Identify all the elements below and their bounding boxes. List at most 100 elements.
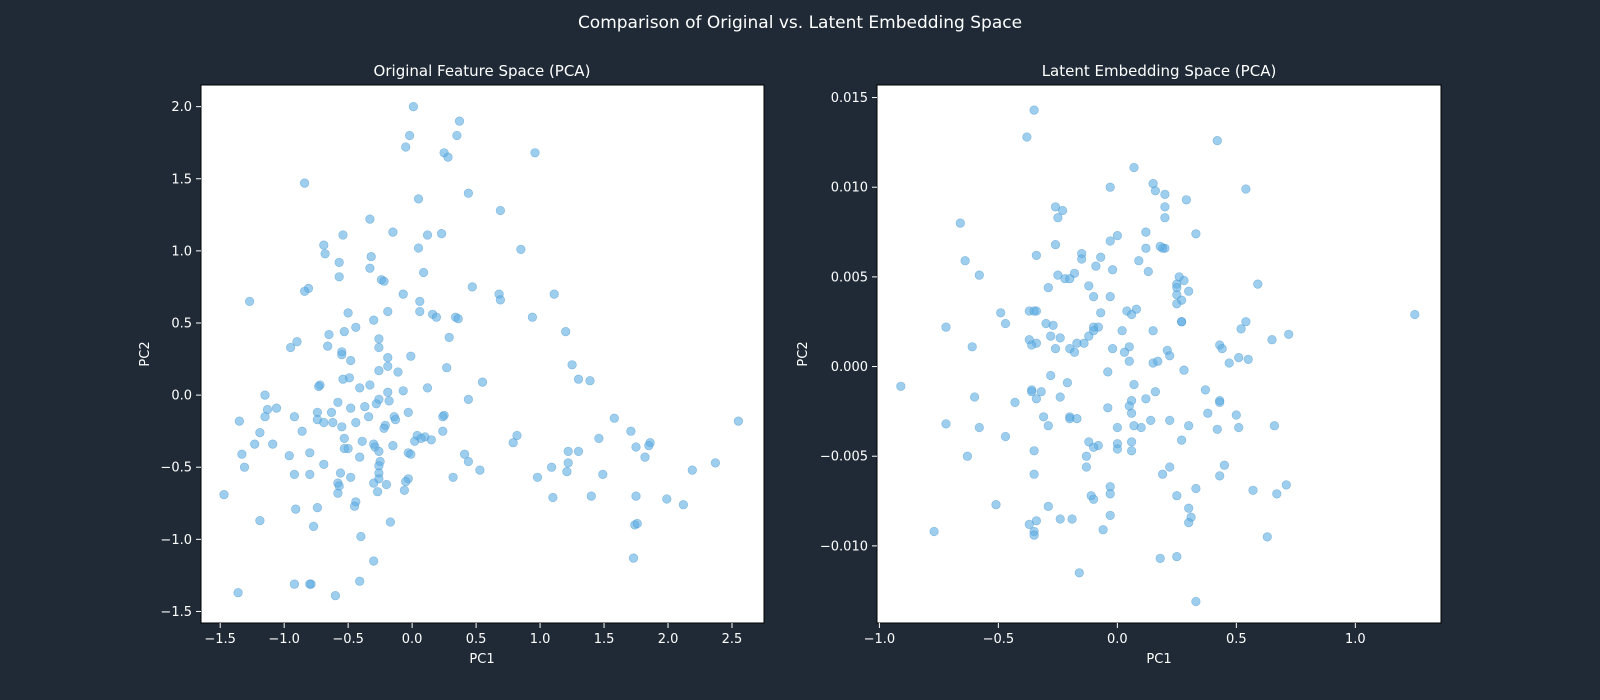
data-point	[1215, 397, 1225, 408]
data-point	[335, 468, 346, 478]
data-point	[1084, 331, 1094, 341]
data-point	[330, 590, 341, 601]
data-point	[419, 267, 429, 278]
data-point	[292, 337, 302, 347]
data-point	[929, 526, 939, 537]
data-point	[955, 218, 965, 228]
data-point	[328, 417, 338, 428]
data-point	[388, 441, 398, 451]
data-point	[594, 433, 604, 444]
data-point	[401, 142, 411, 152]
data-point	[1191, 596, 1201, 607]
data-point	[1176, 435, 1187, 445]
data-point	[585, 376, 595, 386]
data-point	[453, 314, 463, 324]
data-point	[415, 306, 425, 317]
y-tick-label: 0.010	[831, 181, 868, 196]
data-point	[454, 116, 465, 126]
data-point	[355, 452, 365, 462]
data-point	[346, 355, 356, 366]
data-point	[1134, 256, 1144, 266]
data-point	[383, 306, 393, 317]
data-point	[631, 491, 641, 501]
data-point	[1081, 451, 1091, 461]
data-point	[237, 449, 247, 459]
data-point	[546, 462, 557, 472]
data-point	[1241, 184, 1251, 194]
data-point	[369, 315, 379, 325]
data-point	[1217, 344, 1227, 354]
data-point	[219, 490, 229, 500]
data-point	[1022, 132, 1032, 142]
data-point	[1212, 424, 1222, 434]
data-point	[333, 488, 343, 498]
data-point	[260, 412, 270, 422]
data-point	[1112, 422, 1122, 433]
data-point	[1029, 530, 1039, 540]
data-point	[319, 240, 329, 250]
data-point	[1234, 353, 1244, 363]
y-tick-label: 0.5	[171, 316, 192, 331]
data-point	[626, 426, 636, 436]
data-point	[632, 518, 642, 529]
data-point	[678, 500, 689, 510]
data-point	[1072, 414, 1082, 424]
data-point	[1043, 283, 1053, 293]
data-point	[271, 403, 282, 413]
data-point	[323, 341, 333, 351]
axes-frame	[876, 84, 1442, 624]
data-point	[360, 402, 370, 412]
data-point	[567, 360, 577, 370]
data-point	[733, 416, 744, 426]
data-point	[967, 342, 977, 352]
data-point	[512, 430, 522, 441]
data-point	[1184, 286, 1194, 296]
data-point	[1053, 213, 1063, 223]
data-point	[1267, 335, 1277, 345]
data-point	[1119, 347, 1130, 357]
data-point	[1074, 568, 1084, 578]
data-point	[1181, 195, 1191, 205]
data-point	[250, 439, 260, 449]
data-point	[1112, 231, 1122, 241]
x-tick-label: −0.5	[983, 632, 1015, 647]
data-point	[1155, 553, 1165, 564]
data-point	[477, 377, 488, 387]
data-point	[1050, 344, 1061, 354]
data-point	[346, 403, 356, 413]
data-point	[467, 282, 477, 292]
data-point	[1105, 236, 1115, 246]
data-point	[1253, 279, 1263, 289]
data-point	[1077, 254, 1087, 264]
data-point	[356, 531, 366, 542]
data-point	[1010, 397, 1020, 408]
data-point	[339, 443, 349, 454]
data-point	[1172, 551, 1182, 562]
y-tick-label: −0.010	[820, 539, 868, 554]
data-point	[1150, 387, 1160, 397]
y-tick-label: −1.5	[160, 605, 192, 620]
data-point	[448, 472, 458, 482]
data-point	[374, 366, 384, 376]
x-tick-label: 0.0	[1107, 632, 1128, 647]
data-point	[385, 517, 396, 527]
data-point	[319, 417, 329, 428]
data-point	[563, 458, 573, 468]
data-point	[996, 308, 1006, 318]
data-point	[309, 521, 319, 532]
data-point	[1043, 501, 1053, 512]
data-point	[1129, 162, 1139, 173]
data-point	[941, 419, 951, 429]
data-point	[398, 386, 408, 396]
data-point	[1129, 379, 1139, 390]
data-point	[687, 465, 697, 475]
data-point	[1062, 378, 1072, 388]
data-point	[393, 367, 403, 377]
data-point	[369, 478, 379, 488]
data-point	[1126, 437, 1137, 447]
data-point	[1165, 351, 1175, 361]
data-point	[239, 462, 250, 472]
data-point	[1184, 421, 1194, 431]
data-point	[1124, 356, 1134, 366]
data-point	[1160, 202, 1170, 212]
